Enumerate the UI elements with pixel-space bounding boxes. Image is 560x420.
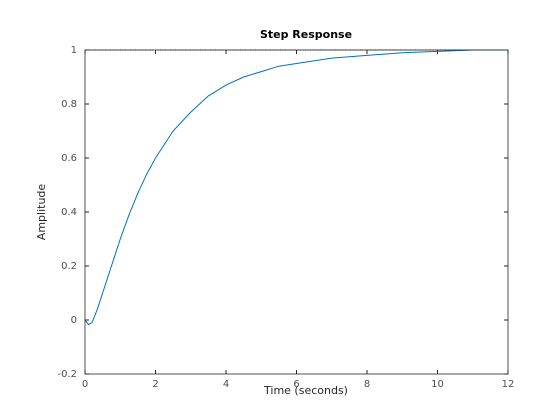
y-tick-label: 1 [71,45,77,56]
chart-title: Step Response [260,28,352,41]
x-tick-label: 6 [293,379,299,390]
data-line [84,49,508,326]
y-tick-label: 0.4 [61,207,77,218]
y-axis-label: Amplitude [35,184,48,241]
x-tick-label: 0 [82,379,88,390]
y-tick-label: 0.8 [61,99,77,110]
x-tick-label: 12 [502,379,515,390]
y-tick-label: 0 [71,315,77,326]
x-axis-label: Time (seconds) [263,384,348,397]
x-tick-label: 4 [223,379,229,390]
x-tick-label: 8 [364,379,370,390]
x-tick-label: 10 [431,379,444,390]
y-tick-label: -0.2 [57,369,77,380]
axes-box [84,49,509,375]
plot-area [85,50,508,374]
y-tick-label: 0.6 [61,153,77,164]
x-tick-label: 2 [152,379,158,390]
y-tick-label: 0.2 [61,261,77,272]
